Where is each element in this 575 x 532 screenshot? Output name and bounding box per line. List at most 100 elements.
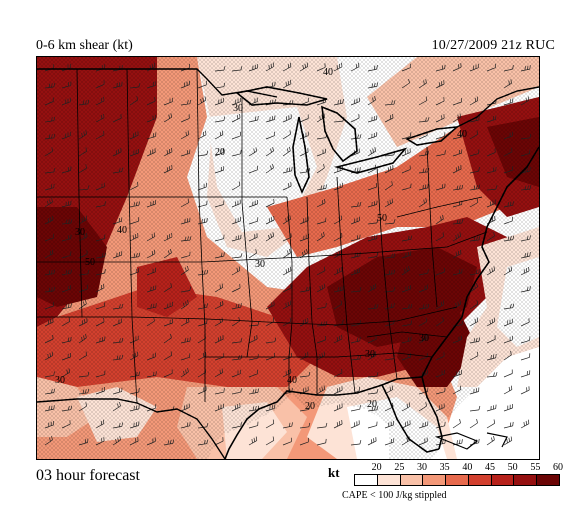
wind-barb-flag [476,236,478,241]
wind-barb-flag [427,117,430,122]
wind-barb-flag [302,64,304,70]
wind-barb [282,133,291,140]
wind-barb-flag [425,198,427,203]
wind-barb-flag [342,286,344,291]
wind-barb [265,423,274,429]
wind-barb-flag [319,286,321,291]
wind-barb [384,154,394,157]
wind-barb-flag [235,304,237,309]
wind-barb-flag [442,439,444,444]
wind-barb-flag [137,181,139,186]
wind-barb [316,167,325,174]
wind-barb-flag [357,355,359,360]
wind-barb-flag [290,79,292,84]
wind-barb-flag [393,303,395,308]
wind-barb [299,290,309,293]
wind-barb [367,238,377,242]
wind-barb-flag [255,249,257,254]
wind-barb-flag [474,97,477,102]
wind-barb [469,341,479,344]
wind-barb-flag [387,200,389,206]
wind-barb-flag [119,338,121,343]
wind-barb-flag [425,79,427,84]
wind-barb-flag [391,198,394,203]
wind-barb-flag [474,284,476,289]
wind-barb-flag [252,406,255,411]
wind-barb [44,305,54,310]
wind-barb [486,67,496,72]
wind-barb [61,288,71,293]
wind-barb [469,134,478,140]
wind-barb [384,441,394,446]
wind-barb [180,221,190,225]
wind-barb [452,188,462,191]
legend-swatch [491,475,515,485]
wind-barb [163,236,173,242]
wind-barb [299,375,309,378]
wind-barb-flag [320,185,323,190]
wind-barb-flag [189,337,191,342]
wind-barb-flag [425,317,428,322]
wind-barb-flag [510,236,512,241]
wind-barb [469,67,479,72]
wind-barb-flag [136,351,139,356]
wind-barb-flag [408,265,410,270]
wind-barb-flag [359,440,362,445]
wind-barb-flag [491,267,493,272]
wind-barb [214,440,224,446]
wind-barb [44,101,54,106]
wind-barb [214,101,224,106]
wind-barb-flag [476,269,478,274]
wind-barb [44,150,53,157]
wind-barb [78,442,88,446]
wind-barb [163,101,173,106]
wind-barb [78,219,87,225]
wind-barb-flag [155,303,157,308]
wind-barb [520,289,530,293]
wind-barb [265,341,275,344]
wind-barb-flag [51,134,53,139]
wind-barb-flag [425,168,427,173]
wind-barb-flag [510,79,512,84]
wind-barb-flag [183,370,185,375]
wind-barb [384,424,394,429]
wind-barb-flag [393,253,396,258]
wind-barb [197,426,207,429]
wind-barb [146,203,156,208]
wind-barb [214,407,224,412]
wind-barb [367,68,377,72]
wind-barb [112,391,122,395]
wind-barb [350,324,360,327]
legend-swatch [537,475,560,485]
wind-barb-flag [290,368,292,373]
wind-barb [146,441,156,446]
wind-barb-flag [115,438,117,443]
wind-barb-flag [102,253,104,258]
wind-barb-flag [408,235,410,240]
wind-barb-flag [202,131,205,137]
wind-barb-flag [223,252,225,257]
wind-barb [316,355,325,361]
wind-barb [163,355,172,361]
wind-barb [129,375,139,378]
wind-barb-flag [104,252,107,257]
wind-barb [231,238,241,242]
wind-barb-flag [359,251,361,256]
wind-barb-flag [85,147,88,152]
wind-barb [61,85,71,89]
wind-barb [452,442,462,446]
wind-barb-flag [85,333,87,338]
wind-barb [367,86,377,89]
wind-barb-flag [492,354,495,359]
wind-barb-flag [337,287,339,292]
wind-barb [350,117,360,123]
wind-barb [316,202,326,208]
legend-color-bar [354,474,560,486]
wind-barb-flag [187,130,190,135]
wind-barb-flag [527,96,530,101]
wind-barb-flag [375,283,377,288]
wind-barb-flag [358,62,360,67]
wind-barb [265,440,274,446]
wind-barb-flag [272,164,274,169]
wind-barb-flag [204,303,206,308]
